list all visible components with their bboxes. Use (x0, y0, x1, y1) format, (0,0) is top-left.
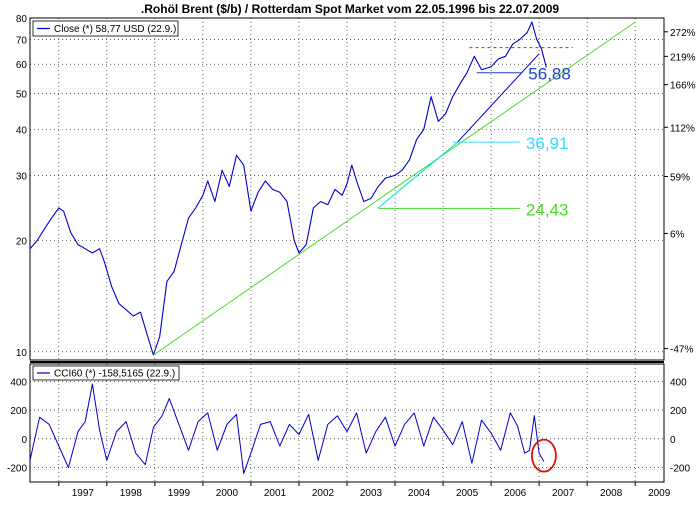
price-left-tick-label: 70 (16, 35, 28, 46)
price-legend-label: Close (*) 58,77 USD (22.9.) (54, 24, 176, 35)
cci-line (29, 383, 545, 474)
price-close-line (29, 21, 547, 356)
cci-lines (29, 383, 545, 474)
trendline-1 (153, 21, 636, 356)
price-left-tick-label: 20 (16, 237, 28, 248)
trendline-2 (377, 141, 458, 209)
price-right-tick-label: 166% (670, 81, 696, 92)
cci-grid (30, 364, 664, 482)
x-tick-label: 2005 (456, 488, 479, 499)
price-right-tick-label: 59% (670, 173, 690, 184)
price-left-tick-label: 80 (16, 14, 28, 25)
x-tick-label: 2006 (504, 488, 527, 499)
x-tick-label: 1997 (72, 488, 95, 499)
x-tick-label: 1999 (168, 488, 191, 499)
trendline-3 (457, 53, 540, 143)
cci-legend-box (32, 365, 180, 381)
price-left-tick-label: 30 (16, 171, 28, 182)
support-level-label: 36,91 (526, 134, 569, 153)
cci-left-tick-label: -200 (7, 464, 27, 475)
price-left-tick-label: 50 (16, 89, 28, 100)
cci-legend-label: CCI60 (*) -158,5165 (22.9.) (54, 369, 175, 380)
price-right-tick-label: 219% (670, 52, 696, 63)
price-left-tick-label: 10 (16, 348, 28, 359)
cci-panel: 400 400 200 200 0 0 -200 -200 CCI60 (*) -158,51… (7, 363, 690, 483)
price-right-ticks: 272% 219% 166% 112% 59% 6% -47% (664, 28, 696, 356)
support-levels: 56,88 36,91 24,43 (378, 47, 573, 219)
price-left-tick-label: 40 (16, 125, 28, 136)
x-tick-label: 2003 (360, 488, 383, 499)
chart-title: .Rohöl Brent ($/b) / Rotterdam Spot Mark… (141, 2, 559, 16)
cci-legend: CCI60 (*) -158,5165 (22.9.) (32, 365, 180, 381)
x-tick-label: 2000 (216, 488, 239, 499)
price-right-tick-label: 6% (670, 229, 685, 240)
price-right-tick-label: 272% (670, 28, 696, 39)
price-right-tick-label: -47% (670, 345, 693, 356)
cci-right-tick-label: 400 (670, 377, 687, 388)
price-left-tick-label: 60 (16, 60, 28, 71)
cci-right-tick-label: 200 (670, 406, 687, 417)
x-tick-label: 2002 (312, 488, 335, 499)
price-legend: Close (*) 58,77 USD (22.9.) (32, 20, 179, 37)
price-left-ticks: 10 20 30 40 50 60 70 80 (16, 14, 28, 359)
cci-right-tick-label: 0 (670, 435, 676, 446)
support-level-label: 24,43 (526, 200, 569, 219)
x-tick-label: 2009 (648, 488, 671, 499)
x-tick-label: 2004 (408, 488, 431, 499)
cci-right-tick-label: -200 (670, 464, 690, 475)
x-tick-label: 2008 (600, 488, 623, 499)
cci-left-tick-label: 400 (10, 377, 27, 388)
price-lines (29, 21, 636, 356)
x-tick-label: 1998 (120, 488, 143, 499)
x-axis: 1997 1998 1999 2000 2001 2002 2003 2004 2005 2006… (58, 482, 671, 499)
price-grid (30, 17, 664, 360)
price-right-tick-label: 112% (670, 123, 695, 134)
x-tick-label: 2001 (264, 488, 287, 499)
price-legend-box (32, 20, 179, 37)
support-level-label: 56,88 (528, 65, 571, 84)
cci-left-tick-label: 0 (21, 435, 27, 446)
cci-left-tick-label: 200 (10, 406, 27, 417)
price-panel: 56,88 36,91 24,43 10 20 30 40 50 60 70 80 272% 219… (16, 14, 696, 361)
latest-value-circle (531, 438, 557, 473)
x-tick-label: 2007 (552, 488, 575, 499)
cci-ticks: 400 400 200 200 0 0 -200 -200 (7, 377, 690, 474)
